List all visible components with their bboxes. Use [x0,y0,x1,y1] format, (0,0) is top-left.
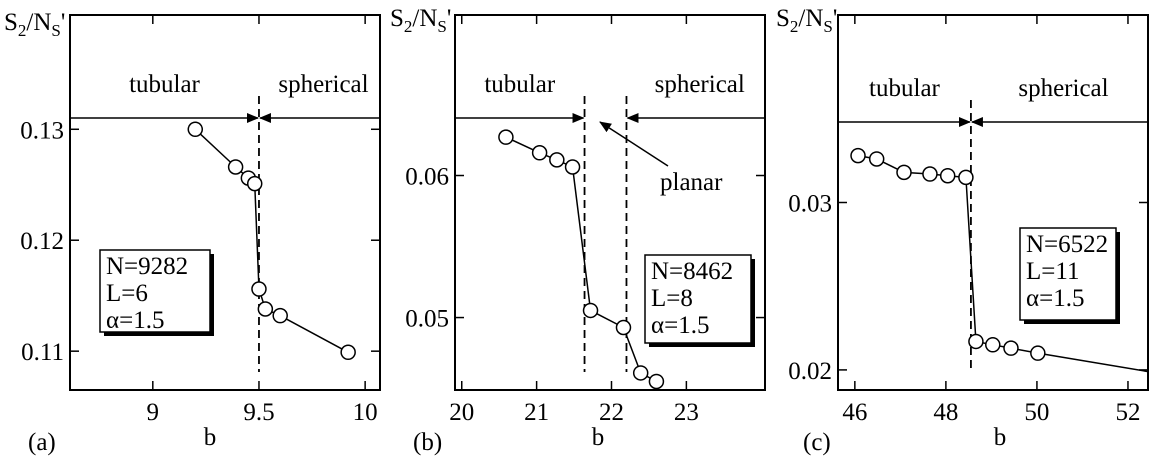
y-tick-label: 0.11 [21,339,64,366]
param-text: α=1.5 [651,312,709,339]
y-tick-label: 0.05 [405,306,449,333]
x-tick-label: 21 [524,399,549,426]
y-label-part: S [776,5,790,32]
data-point [340,344,356,361]
data-point [531,145,548,161]
param-text: L=11 [1026,258,1079,285]
data-point [896,164,912,181]
y-axis-label: S2/NS' [390,5,451,36]
param-box [1019,227,1117,321]
data-point [187,121,204,138]
data-point [246,175,263,192]
data-point [868,151,885,167]
y-label-part: ' [447,5,452,32]
y-label-part: S [4,9,18,36]
x-tick-label: 48 [933,399,958,426]
y-axis-label: S2/NS' [4,9,65,40]
param-box [644,254,752,344]
x-tick-label: 20 [449,399,474,426]
region-label: tubular [869,75,940,102]
data-point [939,167,956,184]
region-label: planar [660,169,723,196]
data-point [251,281,267,297]
y-label-part: S [51,21,60,40]
data-point [564,159,581,175]
y-label-part: S [823,17,832,36]
plot-frame [454,14,766,391]
data-point [615,319,632,336]
y-label-part: 2 [790,17,799,36]
data-point [648,373,665,390]
planar-arrow [599,121,669,167]
plot-frame [69,14,381,391]
x-tick-label: 52 [1115,399,1140,426]
x-tick-label: 10 [353,399,378,426]
data-point [850,147,866,164]
region-label: spherical [278,71,368,98]
data-point [257,301,274,317]
panel-label: (b) [413,429,442,456]
data-line [194,128,349,353]
panel-label: (c) [803,429,831,456]
x-tick-label: 50 [1024,399,1049,426]
data-point [549,152,565,168]
y-tick-label: 0.03 [788,191,832,218]
region-label: spherical [655,71,745,98]
y-label-part: /N [412,5,437,32]
y-tick-label: 0.02 [788,358,832,385]
y-label-part: ' [61,9,66,36]
x-axis-label: b [592,424,605,451]
param-text: N=8462 [651,258,733,285]
x-axis-label: b [204,424,217,451]
x-tick-label: 22 [599,399,624,426]
y-label-part: /N [798,5,823,32]
data-point [1003,340,1019,356]
x-axis-label: b [994,424,1007,451]
y-label-part: S [437,17,446,36]
data-line [857,154,1038,354]
data-point [922,166,938,182]
x-tick-label: 9 [147,399,160,426]
param-text: L=6 [106,280,148,307]
param-box [99,249,211,333]
y-label-part: 2 [404,17,413,36]
param-text: N=9282 [106,253,188,280]
x-tick-label: 9.5 [243,399,274,426]
y-tick-label: 0.12 [20,228,64,255]
y-tick-label: 0.13 [20,117,64,144]
data-point [632,365,649,381]
x-tick-label: 46 [842,399,867,426]
param-text: L=8 [651,285,693,312]
data-point [958,169,974,186]
data-point [1030,345,1046,361]
param-text: α=1.5 [106,307,164,334]
data-point [272,307,288,324]
data-point [968,333,984,350]
region-label: tubular [484,71,555,98]
x-tick-label: 23 [674,399,699,426]
param-text: N=6522 [1026,231,1108,258]
y-tick-label: 0.06 [405,164,449,191]
data-line-extension [1037,352,1149,373]
data-point [985,337,1001,353]
plot-frame [837,14,1149,391]
data-point [582,302,599,319]
data-line [505,136,657,383]
data-point [498,129,514,145]
y-label-part: /N [26,9,51,36]
panel-label: (a) [28,429,56,456]
y-label-part: ' [833,5,838,32]
y-axis-label: S2/NS' [776,5,837,36]
y-label-part: 2 [18,21,27,40]
y-label-part: S [390,5,404,32]
param-text: α=1.5 [1026,285,1084,312]
data-point [227,159,244,175]
region-label: tubular [129,71,200,98]
region-label: spherical [1018,75,1108,102]
